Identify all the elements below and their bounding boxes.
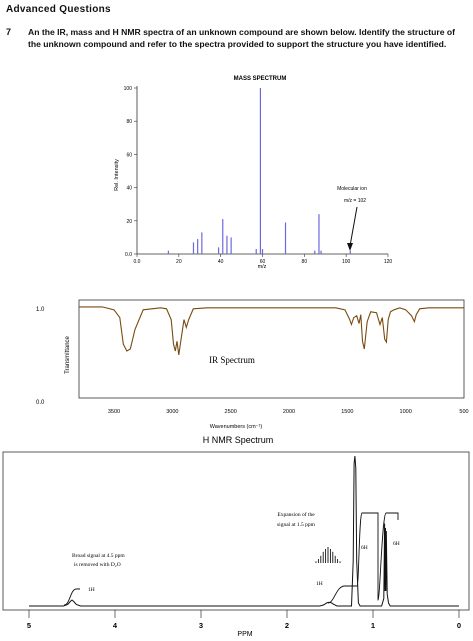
question-text: An the IR, mass and H NMR spectra of an … xyxy=(28,27,456,49)
nmr-x-tick-label: 2 xyxy=(285,621,289,630)
ir-x-tick-label: 2500 xyxy=(225,409,237,415)
nmr-x-tick-label: 3 xyxy=(199,621,203,630)
ir-x-tick-label: 1000 xyxy=(400,409,412,415)
nmr-integral-1.2 xyxy=(352,512,374,587)
nmr-broad-signal-line2: is removed with D₂O xyxy=(74,562,121,568)
nmr-title: H NMR Spectrum xyxy=(203,435,274,445)
ir-x-tick-label: 2000 xyxy=(283,409,295,415)
nmr-x-tick-label: 0 xyxy=(457,621,461,630)
ms-y-axis-label: Rel. Intensity xyxy=(114,159,120,191)
ms-y-tick-label: 100 xyxy=(124,86,133,92)
ir-title: IR Spectrum xyxy=(209,355,255,365)
ms-y-tick-label: 40 xyxy=(126,186,132,192)
ms-x-tick-label: 80 xyxy=(302,259,308,265)
ms-y-tick-label: 0.0 xyxy=(125,252,132,258)
nmr-expansion-line1: Expansion of the xyxy=(277,511,315,518)
question-number: 7 xyxy=(6,27,12,37)
page-heading: Advanced Questions xyxy=(6,4,111,15)
nmr-x-axis-label: PPM xyxy=(237,631,252,638)
ms-x-tick-label: 60 xyxy=(260,259,266,265)
nmr-oh-label: 1H xyxy=(88,587,95,593)
nmr-6h-label-2: 6H xyxy=(393,541,400,547)
ir-x-tick-label: 3500 xyxy=(108,409,120,415)
ir-plot-frame xyxy=(78,299,465,399)
nmr-integral-1.5 xyxy=(327,585,352,604)
ir-x-tick-label: 500 xyxy=(459,409,468,415)
ir-x-axis-label: Wavenumbers (cm⁻¹) xyxy=(210,424,263,430)
ir-y-tick-bottom: 0.0 xyxy=(36,400,45,406)
ms-annotation-line2: m/z = 102 xyxy=(344,198,366,204)
nmr-6h-label-1: 6H xyxy=(361,545,368,551)
ir-spectrum-line xyxy=(79,306,464,355)
ms-y-tick-label: 20 xyxy=(126,219,132,225)
ms-x-tick-label: 0.0 xyxy=(134,259,141,265)
ms-annotation-arrow xyxy=(349,206,358,247)
nmr-integral-4.5 xyxy=(63,588,80,606)
nmr-x-tick-label: 1 xyxy=(371,621,375,630)
nmr-x-tick-label: 5 xyxy=(27,621,31,630)
ms-y-tick-label: 60 xyxy=(126,152,132,158)
ms-annotation-line1: Molecular ion xyxy=(337,186,367,192)
nmr-spectrum-line xyxy=(29,455,459,607)
ir-x-tick-label: 3000 xyxy=(166,409,178,415)
nmr-plot-frame xyxy=(2,451,470,611)
ir-y-tick-top: 1.0 xyxy=(36,307,45,313)
ms-x-tick-label: 40 xyxy=(218,259,224,265)
ms-title: MASS SPECTRUM xyxy=(234,76,287,82)
nmr-x-tick-label: 4 xyxy=(113,621,118,630)
ms-x-axis-label: m/z xyxy=(258,264,267,270)
nmr-expansion-line2: signal at 1.5 ppm xyxy=(277,522,316,528)
ir-x-tick-label: 1500 xyxy=(341,409,353,415)
nmr-broad-signal-line1: Broad signal at 4.5 ppm xyxy=(72,553,125,559)
ir-y-axis-label: Transmittance xyxy=(65,335,71,373)
ms-x-tick-label: 100 xyxy=(342,259,351,265)
ms-x-tick-label: 20 xyxy=(176,259,182,265)
ms-y-tick-label: 80 xyxy=(126,119,132,125)
ms-x-tick-label: 120 xyxy=(384,259,393,265)
nmr-ch-label: 1H xyxy=(316,581,323,587)
nmr-integral-0.85 xyxy=(374,512,399,601)
ms-annotation-arrowhead xyxy=(347,243,353,251)
